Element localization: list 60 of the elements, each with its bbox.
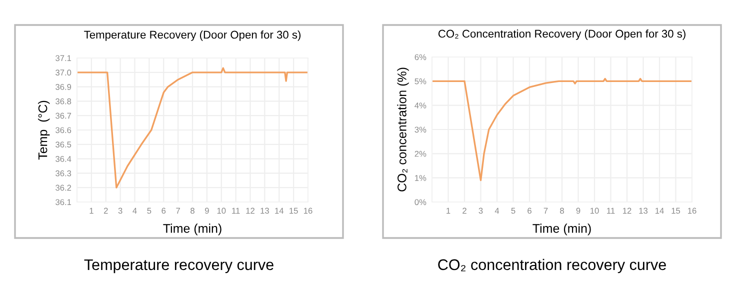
y-tick-label: 36.7 [56, 112, 72, 119]
x-tick-label: 6 [162, 208, 166, 214]
x-tick-label: 14 [275, 208, 284, 214]
x-tick-label: 14 [656, 208, 664, 214]
x-tick-label: 3 [118, 208, 122, 214]
x-tick-label: 1 [90, 208, 94, 214]
y-tick-label: 4% [414, 102, 426, 108]
y-axis-title: Temp (°C) [38, 100, 50, 160]
y-tick-label: 36.9 [56, 84, 72, 90]
x-tick-label: 9 [205, 208, 209, 214]
y-tick-label: 0% [414, 199, 426, 206]
x-tick-label: 6 [528, 208, 532, 214]
line-series [77, 67, 308, 188]
x-tick-label: 13 [260, 208, 269, 214]
x-tick-label: 16 [688, 208, 696, 214]
x-tick-label: 3 [478, 208, 483, 214]
x-tick-label: 4 [494, 208, 500, 214]
y-tick-label: 36.1 [56, 199, 72, 206]
x-tick-label: 16 [304, 208, 312, 214]
x-tick-label: 13 [639, 208, 648, 214]
y-tick-label: 2% [414, 150, 426, 157]
x-tick-label: 7 [176, 208, 180, 214]
y-tick-label: 6% [414, 54, 426, 60]
x-tick-label: 11 [607, 208, 615, 214]
x-axis-title: Time (min) [163, 224, 222, 236]
x-tick-label: 15 [290, 208, 298, 214]
line-series [432, 78, 692, 182]
y-tick-label: 1% [415, 175, 426, 181]
x-tick-label: 2 [462, 208, 466, 214]
x-tick-label: 15 [672, 208, 680, 214]
y-tick-label: 36.6 [56, 127, 72, 134]
y-tick-label: 36.4 [56, 156, 72, 162]
chart-title: CO₂ Concentration Recovery (Door Open for 30 s) [438, 30, 686, 40]
x-tick-label: 12 [246, 208, 254, 214]
x-tick-label: 12 [623, 208, 632, 214]
x-tick-label: 5 [511, 208, 516, 214]
y-tick-label: 36.5 [56, 142, 72, 148]
y-tick-label: 36.3 [56, 170, 72, 176]
y-tick-label: 37.1 [56, 55, 72, 62]
x-tick-label: 5 [147, 208, 152, 214]
y-tick-label: 3% [414, 126, 426, 133]
y-tick-label: 36.8 [56, 98, 72, 104]
x-tick-label: 9 [576, 208, 580, 214]
y-tick-label: 5% [414, 78, 426, 84]
y-axis-title: CO₂ concentration (%) [397, 68, 409, 192]
x-tick-label: 4 [132, 208, 137, 214]
chart-title: Temperature Recovery (Door Open for 30 s) [84, 30, 300, 41]
x-tick-label: 8 [190, 208, 194, 214]
x-tick-label: 1 [446, 208, 450, 214]
x-tick-label: 8 [560, 208, 564, 214]
x-tick-label: 2 [104, 208, 108, 214]
text: CO₂ concentration recovery curve [438, 258, 666, 274]
y-tick-label: 36.2 [56, 184, 72, 191]
text: Temperature recovery curve [84, 259, 274, 274]
x-tick-label: 10 [217, 208, 226, 214]
x-axis-title: Time (min) [532, 224, 591, 236]
x-tick-label: 10 [590, 208, 599, 214]
x-tick-label: 11 [232, 208, 240, 214]
y-tick-label: 37.0 [56, 70, 72, 76]
x-tick-label: 7 [544, 208, 548, 214]
